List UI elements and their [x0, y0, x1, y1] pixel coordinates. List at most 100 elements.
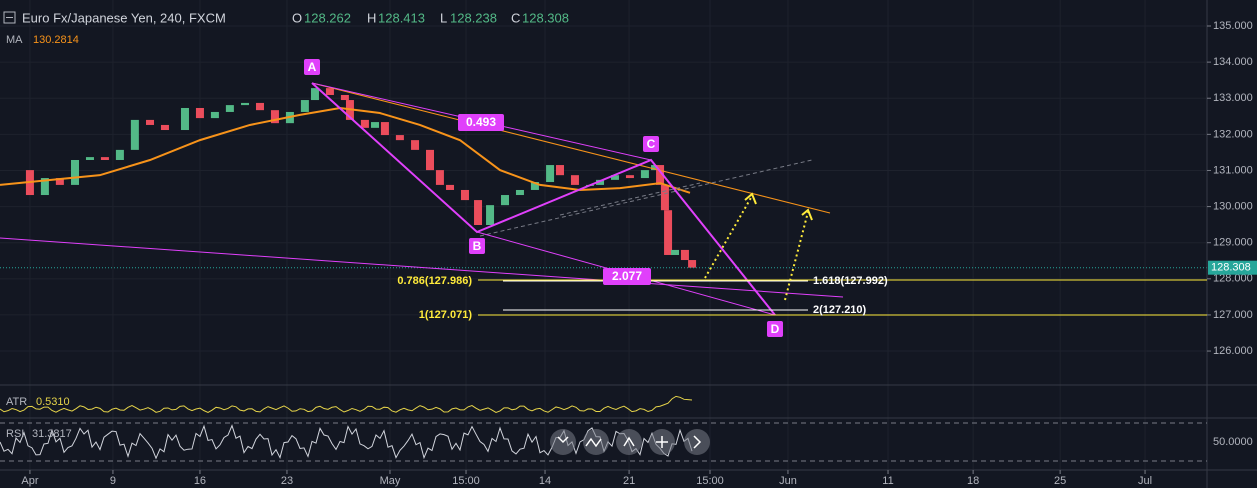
candle-body: [486, 205, 495, 226]
candle-body: [325, 88, 334, 95]
y-tick-label: 135.000: [1213, 20, 1253, 32]
candle-body: [640, 170, 649, 179]
control-button[interactable]: [616, 429, 642, 455]
candle-body: [225, 105, 234, 112]
candle-body: [546, 165, 555, 183]
x-tick-label: 11: [882, 475, 893, 487]
rsi-pane: RSI 31.3817 50.0000: [0, 422, 1253, 462]
ext-label: 1.618(127.992): [813, 275, 888, 287]
indicator-value: 31.3817: [32, 428, 72, 440]
candle-body: [115, 149, 124, 160]
y-tick-label: 131.000: [1213, 164, 1253, 176]
replay-controls: [550, 429, 710, 455]
y-tick-label: 126.000: [1213, 345, 1253, 357]
candle-body: [255, 102, 264, 111]
label-box: [304, 59, 320, 75]
candle-body: [241, 102, 250, 106]
pattern-labels: A B C D 0.493 2.077 0.786(127.986) 1(127…: [304, 59, 888, 337]
channel-line: [559, 182, 701, 216]
candle-body: [680, 249, 689, 261]
candle-body: [460, 189, 469, 201]
candle-body: [100, 157, 109, 160]
ohlc-value: 128.238: [450, 10, 497, 25]
candle-body: [664, 210, 673, 255]
point-label: C: [647, 137, 656, 151]
ratio-label: 2.077: [612, 269, 642, 283]
y-tick-label: 132.000: [1213, 128, 1253, 140]
candle-body: [625, 175, 634, 179]
channel-line: [479, 159, 813, 237]
x-tick-label: 25: [1054, 475, 1066, 487]
indicator-name: MA: [6, 34, 23, 46]
rsi-axis-label: 50.0000: [1213, 436, 1253, 448]
candle-body: [300, 100, 309, 112]
y-tick-label: 134.000: [1213, 56, 1253, 68]
candle-body: [195, 107, 204, 119]
rsi-line: [0, 424, 693, 460]
indicator-value: 0.5310: [36, 396, 70, 408]
candle-body: [160, 124, 169, 131]
control-icons: [557, 435, 702, 449]
y-tick-label: 133.000: [1213, 92, 1253, 104]
x-tick-label: Apr: [21, 475, 38, 487]
collapse-button[interactable]: [3, 11, 16, 24]
ratio-label: 0.493: [466, 115, 496, 129]
ohlc-key: C: [511, 10, 520, 25]
candle-body: [474, 200, 483, 226]
candle-body: [411, 140, 420, 150]
last-price-label: 128.308: [1211, 262, 1251, 274]
atr-line: [0, 395, 693, 413]
candle-body: [40, 178, 49, 196]
candle-body: [395, 135, 404, 141]
candle-body: [55, 178, 64, 185]
projection-arrow: [704, 195, 753, 279]
last-price-tag: [1208, 260, 1257, 275]
candle-body: [340, 94, 349, 101]
control-button[interactable]: [684, 429, 710, 455]
candle-body: [310, 88, 319, 101]
candle-body: [656, 165, 665, 185]
indicator-value: 130.2814: [33, 34, 79, 46]
label-box: [643, 136, 659, 152]
x-tick-label: 9: [110, 475, 116, 487]
symbol: Euro Fx/Japanese Yen, 240, FXCM: [22, 10, 226, 25]
x-tick-label: Jun: [779, 475, 797, 487]
point-label: A: [308, 60, 317, 74]
price-pane: [0, 0, 1207, 470]
ohlc-value: 128.262: [304, 10, 351, 25]
candle-body: [501, 195, 510, 206]
y-tick-label: 127.000: [1213, 309, 1253, 321]
fib-label: 1(127.071): [419, 309, 473, 321]
label-box: [603, 268, 651, 285]
x-tick-label: Jul: [1138, 475, 1152, 487]
candle-body: [446, 184, 455, 190]
x-tick-label: 23: [281, 475, 293, 487]
candle-body: [371, 122, 380, 128]
ohlc-key: O: [292, 10, 302, 25]
atr-pane: ATR 0.5310: [0, 395, 693, 413]
ext-label: 2(127.210): [813, 304, 867, 316]
label-box: [767, 321, 783, 337]
y-tick-label: 130.000: [1213, 200, 1253, 212]
x-tick-label: 15:00: [452, 475, 480, 487]
candle-body: [270, 110, 279, 124]
control-button[interactable]: [583, 429, 609, 455]
legend-header: Euro Fx/Japanese Yen, 240, FXCM O 128.26…: [3, 10, 569, 46]
candle-body: [210, 111, 219, 119]
x-tick-label: 14: [539, 475, 551, 487]
candle-body: [360, 119, 369, 128]
indicator-name: RSI: [6, 428, 24, 440]
candle-body: [530, 182, 539, 190]
candle-body: [180, 107, 189, 131]
pattern-legs: [311, 82, 776, 316]
arrow-head: [801, 208, 813, 221]
x-tick-label: 15:00: [696, 475, 724, 487]
x-tick-label: 21: [623, 475, 635, 487]
arrow-head: [744, 192, 757, 205]
candle-body: [435, 170, 444, 185]
candle-body: [596, 179, 605, 185]
point-label: D: [771, 322, 780, 336]
candle-body: [146, 119, 155, 125]
label-box: [458, 114, 504, 131]
